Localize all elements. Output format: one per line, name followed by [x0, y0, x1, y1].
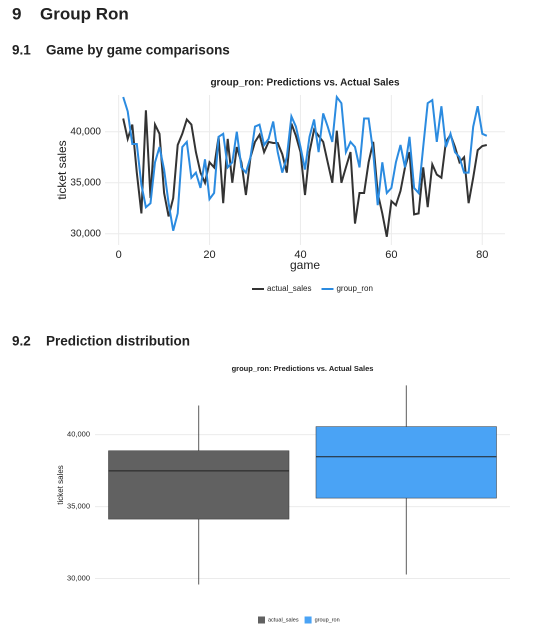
y-tick-label: 40,000 [67, 430, 90, 439]
x-tick-label: 0 [116, 249, 122, 261]
chart-title: group_ron: Predictions vs. Actual Sales [210, 78, 400, 89]
y-tick-label: 40,000 [70, 126, 101, 137]
y-tick-label: 30,000 [70, 228, 101, 239]
x-axis-label: game [290, 258, 320, 272]
section-number: 9 [12, 4, 21, 23]
x-tick-label: 40 [294, 249, 306, 261]
legend-label: group_ron [336, 284, 372, 293]
y-axis-label: ticket sales [56, 465, 65, 505]
y-tick-label: 35,000 [67, 502, 90, 511]
chart-title: group_ron: Predictions vs. Actual Sales [232, 364, 374, 373]
legend-label: actual_sales [267, 284, 311, 293]
x-tick-label: 20 [203, 249, 215, 261]
box [108, 450, 290, 520]
y-tick-label: 30,000 [67, 573, 90, 582]
series-line [122, 110, 488, 237]
section-title: Group Ron [40, 4, 129, 23]
section-title: Game by game comparisons [46, 43, 230, 58]
legend-swatch [258, 616, 265, 624]
legend-swatch [304, 616, 312, 624]
series-line [122, 94, 488, 231]
section-title: Prediction distribution [46, 334, 190, 349]
section-number: 9.2 [12, 334, 31, 349]
legend-label: actual_sales [268, 617, 299, 623]
legend-label: group_ron [315, 617, 340, 623]
x-tick-label: 60 [385, 249, 397, 261]
box [315, 426, 497, 499]
x-tick-label: 80 [476, 249, 488, 261]
y-tick-label: 35,000 [70, 177, 101, 188]
section-number: 9.1 [12, 43, 31, 58]
y-axis-label: ticket sales [55, 140, 69, 199]
